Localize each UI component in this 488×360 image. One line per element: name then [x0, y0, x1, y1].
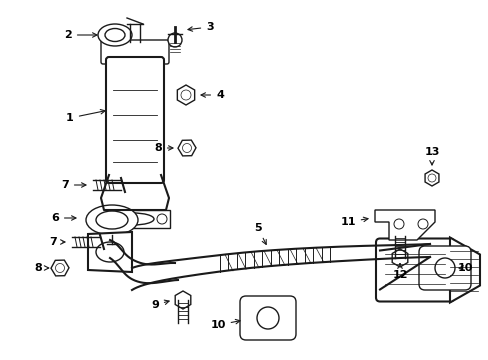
- Polygon shape: [374, 210, 434, 240]
- Text: 10: 10: [210, 319, 240, 330]
- Text: 5: 5: [254, 223, 265, 244]
- FancyBboxPatch shape: [375, 239, 453, 302]
- FancyBboxPatch shape: [240, 296, 295, 340]
- Text: 11: 11: [340, 217, 367, 227]
- FancyBboxPatch shape: [418, 246, 470, 290]
- Text: 12: 12: [391, 264, 407, 280]
- Ellipse shape: [86, 205, 138, 235]
- Circle shape: [181, 90, 191, 100]
- Text: 8: 8: [34, 263, 49, 273]
- Circle shape: [168, 33, 182, 47]
- Polygon shape: [449, 238, 479, 302]
- Text: 9: 9: [151, 300, 169, 310]
- FancyBboxPatch shape: [106, 57, 163, 183]
- Polygon shape: [95, 210, 170, 228]
- Polygon shape: [88, 232, 132, 272]
- Circle shape: [98, 214, 108, 224]
- Ellipse shape: [105, 28, 125, 41]
- Text: 3: 3: [187, 22, 213, 32]
- Text: 4: 4: [201, 90, 224, 100]
- Text: 1: 1: [66, 109, 105, 123]
- Text: 7: 7: [61, 180, 86, 190]
- Circle shape: [55, 264, 64, 273]
- Text: 10: 10: [456, 263, 472, 273]
- Ellipse shape: [98, 24, 132, 46]
- Text: 13: 13: [424, 147, 439, 165]
- Text: 8: 8: [154, 143, 173, 153]
- Circle shape: [182, 144, 191, 153]
- Ellipse shape: [112, 213, 154, 225]
- Circle shape: [157, 214, 167, 224]
- Text: 2: 2: [64, 30, 97, 40]
- FancyBboxPatch shape: [101, 40, 169, 64]
- Text: 7: 7: [49, 237, 65, 247]
- Text: 6: 6: [51, 213, 76, 223]
- Circle shape: [427, 174, 435, 182]
